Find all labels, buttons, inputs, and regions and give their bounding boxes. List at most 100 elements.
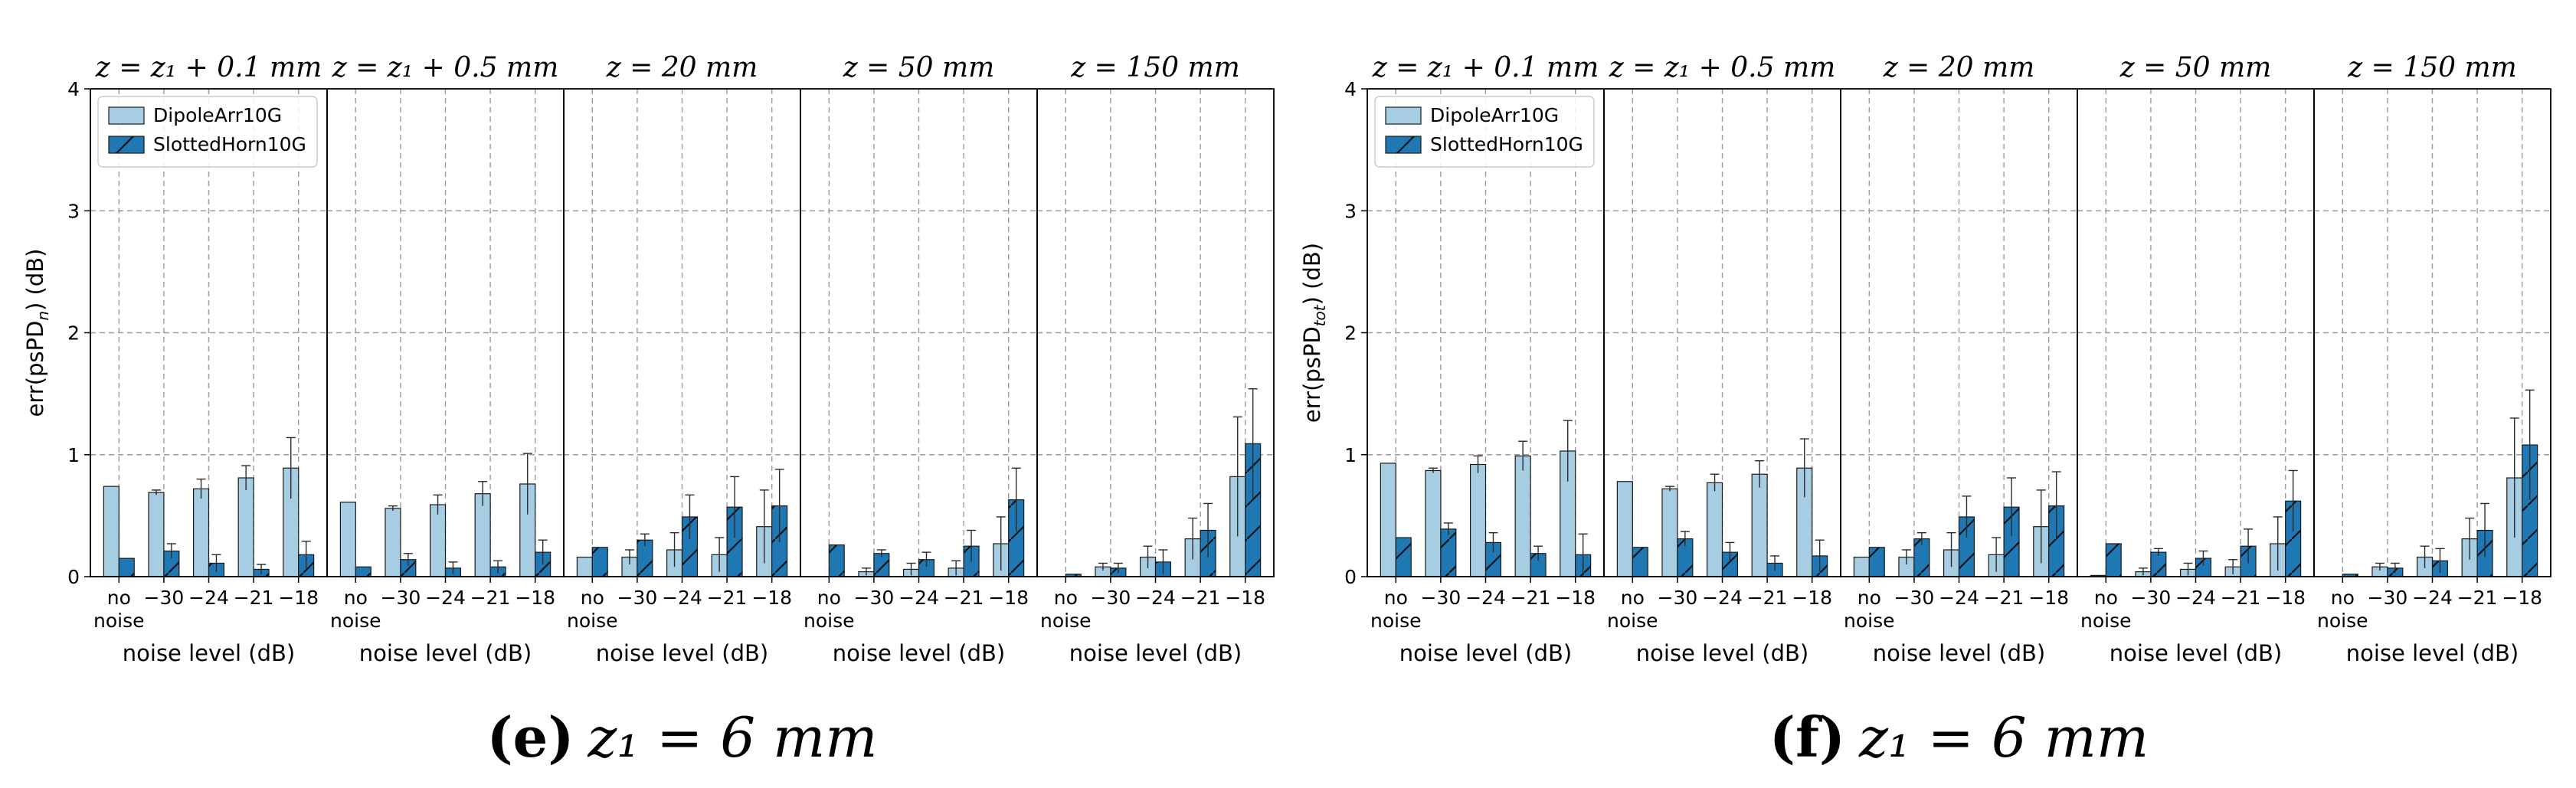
x-tick-label: no noise [804,587,855,632]
y-axis-label: err(psPDn) (dB) [22,249,52,417]
x-tick-label: −18 [1555,587,1596,609]
x-tick-label: −30 [1658,587,1698,609]
x-tick-label: −30 [381,587,421,609]
x-tick-label: no noise [330,587,381,632]
y-axis-label-prefix: err(psPD [1299,326,1325,423]
panel-1: no noise−30 −24 −21 −18 noise level (dB) z = z… [326,52,565,666]
bar-hatch [1869,547,1885,577]
x-tick-label-line: noise [804,610,855,632]
bar-dipolearr10g [429,504,447,577]
y-tick-label: 1 [1344,444,1357,466]
x-tick-label: −18 [1225,587,1265,609]
bar-hatch [2004,507,2020,577]
y-tick-label: 2 [67,322,80,345]
x-tick-label: −21 [1984,587,2024,609]
bar-hatch [2522,445,2538,577]
x-tick-label-line: no [581,587,604,609]
x-tick-label: no noise [2080,587,2132,632]
x-tick-label: −24 [1135,587,1176,609]
x-tick-label: −24 [898,587,939,609]
legend-label: SlottedHorn10G [1430,133,1583,155]
panel-title: z = z₁ + 0.5 mm [332,52,558,83]
bar-hatch [1530,553,1547,577]
caption-letter: (e) [486,705,574,770]
x-tick-label-line: no [1054,587,1078,609]
x-tick-label: −21 [470,587,511,609]
bar-hatch [2150,552,2166,577]
x-tick-label: −24 [425,587,466,609]
x-tick-label: no noise [567,587,618,632]
x-tick-label: −21 [1511,587,1551,609]
y-axis-label: err(psPDtot) (dB) [1299,243,1329,423]
x-axis-label: noise level (dB) [1399,640,1572,666]
x-tick-label: −24 [2175,587,2216,609]
bar-dipolearr10g [339,502,356,577]
bar-dipolearr10g [385,508,401,577]
y-tick-label: 0 [67,566,80,588]
legend-swatch-dipolearr10g [108,106,145,125]
x-tick-label: −24 [1702,587,1743,609]
panel-title: z = z₁ + 0.1 mm [95,52,322,83]
x-tick-label-line: no [2094,587,2118,609]
x-tick-label: −21 [2457,587,2498,609]
x-tick-label: −30 [854,587,895,609]
bar-hatch [163,551,179,577]
panel-0: no noise−30 −24 −21 −18 noise level (dB) z = z… [90,52,328,666]
bar-dipolearr10g [1661,488,1678,577]
bar-hatch [727,507,743,577]
bar-dipolearr10g [237,477,254,577]
bar-hatch [1008,499,1024,577]
x-tick-label-line: no [107,587,131,609]
legend-label: DipoleArr10G [153,104,282,126]
x-tick-label: −18 [515,587,555,609]
bar-dipolearr10g [576,556,593,577]
panel-title: z = 20 mm [606,52,758,83]
panel-4: no noise−30 −24 −21 −18 noise level (dB) z = 1… [2313,52,2551,666]
x-tick-label: −30 [144,587,185,609]
bar-dipolearr10g [192,488,210,577]
x-tick-label-line: no [1384,587,1408,609]
bar-dipolearr10g [103,486,119,577]
bar-hatch [873,553,889,577]
panel-title: z = 150 mm [1070,52,1239,83]
y-axis-label-sub: tot [1311,304,1329,326]
x-tick-label-line: no [1858,587,1881,609]
bar-hatch [1913,538,1930,577]
x-tick-label: −24 [2412,587,2453,609]
figure-caption: (e) z₁ = 6 mm [486,705,877,770]
caption-text: z₁ = 6 mm [1858,705,2149,770]
legend-swatch-hatch [1386,136,1421,153]
panel-0: no noise−30 −24 −21 −18 noise level (dB) z = z… [1367,52,1605,666]
x-tick-label: −18 [2502,587,2542,609]
x-tick-label: no noise [1607,587,1658,632]
panel-title: z = 50 mm [2119,52,2272,83]
bar-hatch [2342,574,2358,577]
y-tick-label: 3 [1344,200,1357,222]
x-axis-label: noise level (dB) [1873,640,2045,666]
x-tick-label-line: no [817,587,841,609]
bar-hatch [829,544,845,577]
x-tick-label-line: noise [2317,610,2368,632]
x-tick-label: −18 [2028,587,2069,609]
panel-title: z = 50 mm [843,52,995,83]
y-tick-label: 1 [67,444,80,466]
bar-hatch [592,547,608,577]
bar-dipolearr10g [1616,481,1633,577]
bar-hatch [2048,505,2064,577]
bar-hatch [355,567,372,577]
bar-hatch [1959,516,1975,577]
panel-title: z = 150 mm [2347,52,2516,83]
x-tick-label: −30 [2368,587,2408,609]
x-tick-label: no noise [2317,587,2368,632]
bar-hatch [400,559,416,577]
panel-title: z = z₁ + 0.1 mm [1372,52,1599,83]
x-tick-label-line: no [344,587,368,609]
x-tick-label: −30 [1091,587,1131,609]
bar-hatch [1722,552,1738,577]
x-tick-label: −21 [707,587,748,609]
bar-dipolearr10g [1853,556,1870,577]
panel-4: no noise−30 −24 −21 −18 noise level (dB) z = 1… [1036,52,1275,666]
